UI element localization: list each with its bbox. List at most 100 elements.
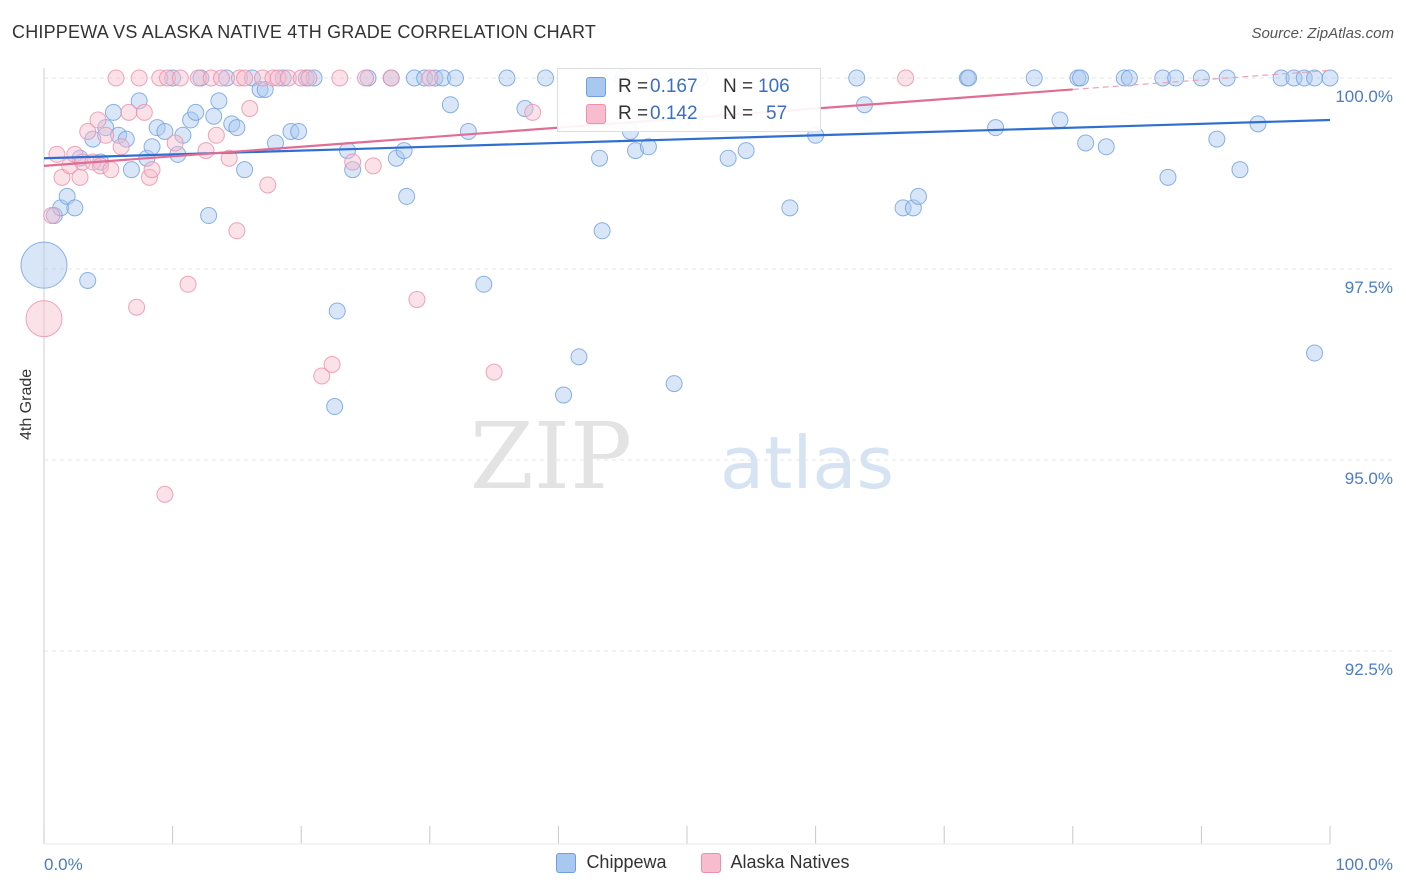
data-point bbox=[48, 145, 66, 163]
data-point bbox=[241, 100, 259, 118]
data-point bbox=[357, 69, 374, 87]
legend-swatch-alaska-natives bbox=[700, 852, 721, 873]
data-point bbox=[897, 69, 915, 87]
stats-n-label: N = bbox=[723, 76, 754, 97]
stats-box: R = 0.167 N = 106 R = 0.142 N = 57 bbox=[557, 68, 821, 132]
data-point bbox=[187, 103, 205, 121]
data-point bbox=[364, 157, 382, 175]
data-point bbox=[179, 275, 197, 293]
data-point bbox=[143, 161, 161, 179]
data-point bbox=[205, 107, 223, 125]
data-point bbox=[395, 142, 413, 160]
data-point bbox=[960, 69, 978, 87]
data-point bbox=[120, 103, 138, 121]
legend-item-alaska-natives[interactable]: Alaska Natives bbox=[700, 852, 850, 873]
series-alaska-natives bbox=[25, 69, 915, 503]
data-point bbox=[485, 363, 503, 381]
source-label: Source: ZipAtlas.com bbox=[1251, 25, 1394, 42]
data-point bbox=[1306, 344, 1324, 362]
data-point bbox=[1051, 111, 1069, 129]
data-point bbox=[416, 69, 434, 87]
data-point bbox=[405, 69, 423, 87]
data-point bbox=[220, 149, 238, 167]
data-point bbox=[1192, 69, 1210, 87]
y-tick-label: 97.5% bbox=[1345, 278, 1393, 297]
data-point bbox=[421, 69, 439, 87]
trend-line-chippewa bbox=[43, 118, 1331, 160]
data-points bbox=[20, 69, 1339, 503]
data-point bbox=[43, 207, 61, 225]
data-point bbox=[279, 69, 297, 87]
data-point bbox=[254, 69, 272, 87]
data-point bbox=[143, 138, 161, 156]
data-point bbox=[305, 69, 323, 87]
data-point bbox=[148, 119, 166, 137]
data-point bbox=[20, 241, 68, 289]
data-point bbox=[189, 69, 207, 87]
y-tick-label: 92.5% bbox=[1345, 660, 1393, 679]
y-tick-label: 95.0% bbox=[1345, 469, 1393, 488]
y-axis-label: 4th Grade bbox=[18, 368, 35, 440]
y-tick-label: 100.0% bbox=[1335, 87, 1393, 106]
data-point bbox=[1120, 69, 1138, 87]
x-tick-label-min: 0.0% bbox=[44, 855, 83, 874]
stats-r-label: R = bbox=[618, 103, 649, 124]
data-point bbox=[447, 69, 465, 87]
data-point bbox=[1167, 69, 1185, 87]
data-point bbox=[130, 69, 148, 87]
data-point bbox=[200, 207, 218, 225]
data-point bbox=[382, 69, 400, 87]
data-point bbox=[326, 398, 344, 416]
data-point bbox=[228, 222, 246, 240]
data-point bbox=[210, 92, 228, 110]
data-point bbox=[909, 187, 927, 205]
data-point bbox=[264, 69, 282, 87]
data-point bbox=[627, 142, 645, 160]
data-point bbox=[218, 69, 236, 87]
legend-label-alaska-natives: Alaska Natives bbox=[730, 852, 850, 872]
data-point bbox=[313, 367, 331, 385]
data-point bbox=[230, 69, 248, 87]
stats-n-value: 57 bbox=[766, 103, 788, 124]
data-point bbox=[158, 69, 176, 87]
legend-swatch-chippewa bbox=[556, 852, 577, 873]
data-point bbox=[269, 69, 287, 87]
x-tick-label-max: 100.0% bbox=[1335, 855, 1393, 874]
data-point bbox=[323, 356, 341, 373]
data-point bbox=[1249, 115, 1267, 133]
data-point bbox=[781, 199, 799, 217]
data-point bbox=[102, 161, 120, 179]
data-point bbox=[434, 69, 452, 87]
data-point bbox=[156, 122, 174, 140]
data-point bbox=[408, 291, 426, 309]
data-point bbox=[398, 187, 416, 205]
data-point bbox=[1295, 69, 1313, 87]
watermark-atlas: atlas bbox=[720, 421, 894, 505]
data-point bbox=[1285, 69, 1303, 87]
axes bbox=[43, 68, 1331, 845]
data-point bbox=[848, 69, 866, 87]
data-point bbox=[104, 103, 122, 121]
legend-item-chippewa[interactable]: Chippewa bbox=[556, 852, 667, 873]
data-point bbox=[1077, 134, 1095, 152]
data-point bbox=[331, 69, 349, 87]
data-point bbox=[236, 161, 254, 179]
data-point bbox=[212, 69, 230, 87]
data-point bbox=[987, 119, 1005, 137]
data-point bbox=[236, 69, 254, 87]
data-point bbox=[25, 300, 63, 338]
data-point bbox=[328, 302, 346, 320]
stats-r-value: 0.142 bbox=[650, 103, 698, 124]
data-point bbox=[719, 149, 737, 167]
legend: Chippewa Alaska Natives bbox=[0, 852, 1406, 873]
data-point bbox=[737, 142, 755, 160]
stats-r-label: R = bbox=[618, 76, 649, 97]
data-point bbox=[441, 96, 459, 114]
data-point bbox=[639, 138, 657, 156]
data-point bbox=[344, 153, 362, 171]
data-point bbox=[555, 386, 573, 404]
data-point bbox=[274, 69, 292, 87]
data-point bbox=[97, 126, 115, 144]
data-point bbox=[1321, 69, 1339, 87]
